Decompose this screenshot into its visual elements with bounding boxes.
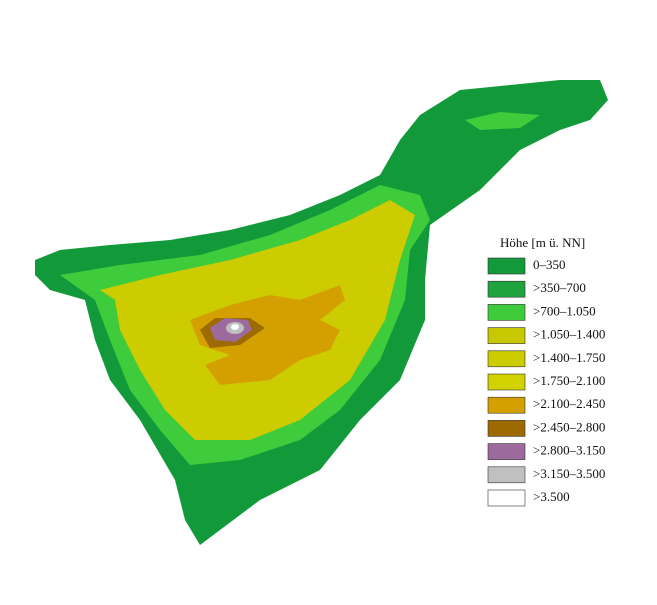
legend-label: >700–1.050 bbox=[533, 303, 596, 318]
island bbox=[35, 80, 608, 545]
legend-label: >3.150–3.500 bbox=[533, 466, 605, 481]
legend-label: >2.100–2.450 bbox=[533, 396, 605, 411]
legend-swatch bbox=[487, 327, 526, 344]
legend-swatch bbox=[487, 304, 526, 321]
legend-title: Höhe [m ü. NN] bbox=[500, 235, 585, 250]
legend-swatch bbox=[487, 350, 526, 368]
legend-swatch bbox=[487, 466, 526, 484]
legend-swatch bbox=[487, 420, 526, 437]
legend-label: >1.750–2.100 bbox=[533, 373, 605, 388]
legend-label: >3.500 bbox=[533, 489, 570, 504]
zone-ridge bbox=[465, 112, 540, 130]
legend-swatch bbox=[487, 373, 526, 391]
legend-label: 0–350 bbox=[533, 257, 566, 272]
legend-label: >2.800–3.150 bbox=[533, 443, 605, 458]
legend-label: >1.400–1.750 bbox=[533, 350, 605, 365]
legend-swatch bbox=[487, 280, 526, 298]
legend-label: >2.450–2.800 bbox=[533, 419, 605, 434]
zone-orange bbox=[190, 285, 345, 385]
legend-label: >350–700 bbox=[533, 280, 586, 295]
legend-swatch bbox=[487, 443, 526, 460]
legend-label: >1.050–1.400 bbox=[533, 327, 605, 342]
legend-swatch bbox=[487, 257, 526, 275]
legend: 0–350 >350–700 >700–1.050 >1.050–1.400 >1.40… bbox=[487, 257, 605, 507]
legend-swatch bbox=[487, 396, 526, 414]
legend-swatch bbox=[487, 489, 526, 507]
zone-peak bbox=[231, 324, 239, 330]
